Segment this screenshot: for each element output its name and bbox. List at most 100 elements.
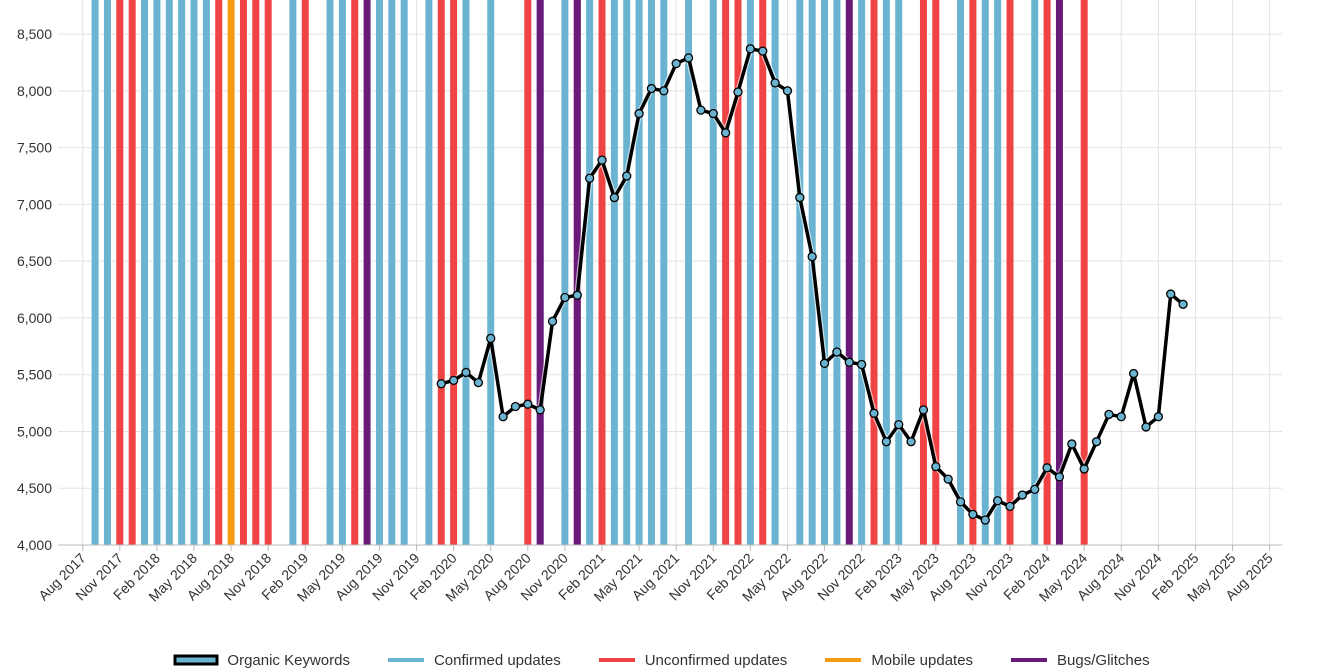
event-bar [994,0,1002,545]
point [510,401,521,412]
point [894,419,904,430]
legend-swatch [1011,658,1048,662]
y-tick-label: 4,000 [17,537,52,553]
event-bar [821,0,829,545]
event-bar [363,0,371,545]
event-bar [734,0,742,545]
event-bar [1080,0,1088,545]
event-bar [845,0,853,545]
point [782,86,793,96]
point [1116,412,1126,422]
y-tick-label: 8,000 [17,83,52,99]
event-bar [722,0,730,545]
point [992,496,1003,506]
event-bar [289,0,297,545]
event-bar [462,0,470,545]
event-bar [178,0,186,545]
event-bar [227,0,235,545]
point [696,105,706,115]
y-tick-label: 6,500 [17,253,52,269]
point [486,333,496,344]
event-bar [623,0,631,545]
event-bar [202,0,210,545]
legend-item: Confirmed updates [380,652,561,669]
point [1054,472,1065,482]
y-tick-label: 4,500 [17,480,52,496]
event-bar [932,0,940,545]
event-bar [882,0,890,545]
event-bar [116,0,124,545]
event-bar [610,0,618,545]
point [980,515,990,525]
point [906,437,916,447]
legend: Organic Keywords Confirmed updates Unconfi… [0,648,1323,672]
event-bar [1043,0,1051,545]
event-bar [215,0,223,545]
legend-swatch [825,658,862,662]
event-bar [833,0,841,545]
legend-item: Unconfirmed updates [591,651,788,669]
point [931,462,941,472]
event-bar [326,0,334,545]
point [584,173,595,183]
event-bar [153,0,161,545]
point [844,357,854,367]
y-tick-label: 8,500 [17,26,52,42]
event-bar [450,0,458,545]
legend-item: Mobile updates [817,652,973,669]
event-bar [858,0,866,545]
legend-label: Organic Keywords [227,651,350,669]
event-bar [746,0,754,545]
event-bar [239,0,247,545]
y-tick-label: 7,500 [17,140,52,156]
point [683,53,694,63]
point [473,377,484,388]
point [1030,484,1040,495]
point [1005,501,1015,512]
point [535,405,545,415]
event-bar [252,0,260,545]
point [745,44,756,54]
legend-item: Bugs/Glitches [1003,652,1150,669]
event-bar [919,0,927,545]
event-bar [388,0,396,545]
point [770,78,780,88]
point [832,347,842,357]
event-bar [338,0,346,545]
event-bar [586,0,594,545]
point [720,128,731,138]
point [819,358,830,368]
point [733,87,743,97]
event-bar [598,0,606,545]
point [547,316,558,326]
point [622,171,632,181]
point [498,412,508,422]
event-bar [660,0,668,545]
point [943,474,953,484]
event-bar [759,0,767,545]
point [1141,422,1151,432]
point [646,83,657,94]
event-bar [870,0,878,545]
event-bar [351,0,359,545]
event-bar [400,0,408,545]
event-bar [709,0,717,545]
point [869,408,879,418]
point [807,251,817,262]
chart: 4,000 4,500 5,000 5,500 6,000 6,500 7,000 7,500… [17,0,1282,605]
point [671,58,681,69]
event-bar [981,0,989,545]
event-bar [301,0,309,545]
event-bar [487,0,495,545]
event-bar [796,0,804,545]
event-bar [128,0,136,545]
point [758,46,768,56]
legend-label: Mobile updates [871,651,974,669]
point [597,155,607,165]
event-bar [647,0,655,545]
event-bar [103,0,111,545]
legend-item: Organic Keywords [173,652,350,669]
point [523,399,533,409]
legend-label: Unconfirmed updates [644,651,788,669]
